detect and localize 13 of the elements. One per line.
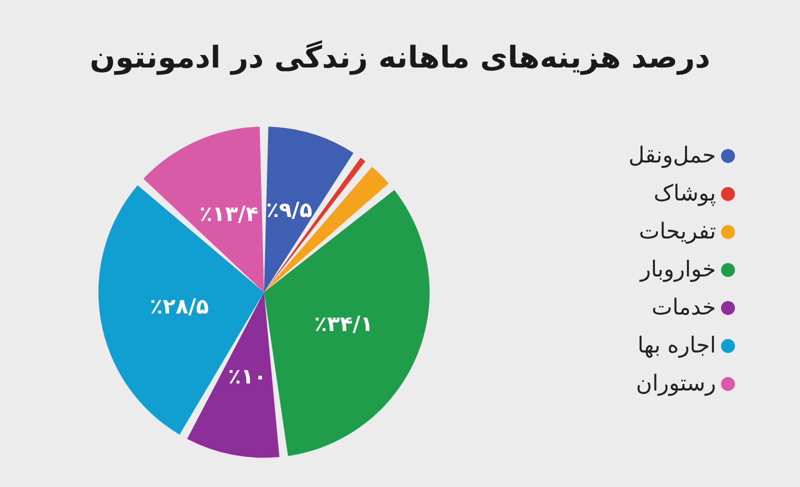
legend-label: پوشاک — [654, 182, 716, 206]
data-label: ٪۱۳/۴ — [199, 202, 259, 226]
legend-label: خدمات — [652, 296, 716, 320]
legend-label: خواروبار — [639, 258, 716, 282]
legend-label: حمل‌ونقل — [628, 144, 716, 168]
legend-label: اجاره بها — [637, 334, 716, 358]
data-label: ٪۱۰ — [228, 364, 267, 388]
data-label: ٪۲۸/۵ — [150, 294, 210, 318]
legend-label: رستوران — [636, 372, 716, 396]
chart-title: درصد هزینه‌های ماهانه زندگی در ادمونتون — [90, 40, 710, 76]
data-label: ٪۹/۵ — [266, 198, 312, 222]
legend-label: تفریحات — [638, 220, 716, 244]
data-label: ٪۳۴/۱ — [314, 312, 374, 336]
